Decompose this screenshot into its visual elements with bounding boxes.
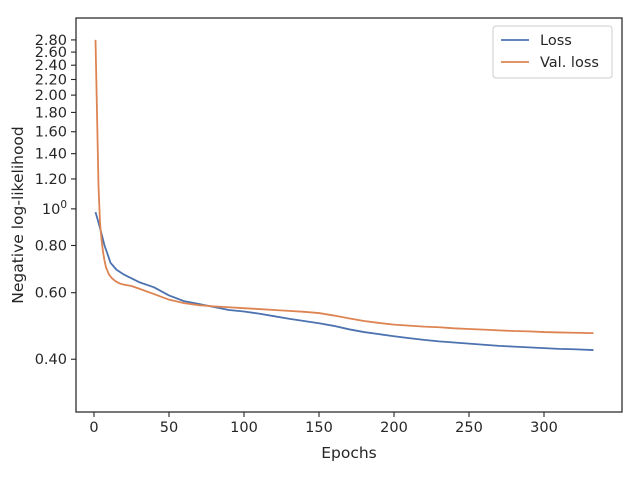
series-line-0 (94, 211, 594, 351)
legend: Loss Val. loss (492, 25, 613, 79)
y-tick-label: 0.60 (35, 286, 67, 302)
y-tick-label-exponent: 0 (60, 199, 67, 211)
legend-label-1: Val. loss (540, 55, 599, 71)
x-tick-label: 200 (380, 420, 408, 436)
y-axis-ticks: 0.400.600.801001.201.401.601.802.002.202… (35, 33, 76, 368)
y-tick-label: 1.40 (35, 147, 67, 163)
x-tick-label: 250 (455, 420, 483, 436)
x-axis-ticks: 0 50 100 150 200 250 300 (89, 412, 558, 436)
y-tick-label: 100 (42, 199, 67, 218)
x-tick-label: 100 (230, 420, 258, 436)
x-tick-label: 150 (305, 420, 333, 436)
y-tick-label-base: 10 (42, 202, 60, 218)
series-layer (94, 39, 594, 351)
legend-label-0: Loss (540, 33, 572, 49)
y-axis-label: Negative log-likelihood (9, 126, 27, 304)
y-tick-label: 2.60 (35, 45, 67, 61)
y-tick-label: 1.60 (35, 125, 67, 141)
y-tick-label: 2.80 (35, 33, 67, 49)
legend-box (492, 25, 613, 79)
plot-area-frame (75, 17, 623, 413)
y-tick-label: 1.20 (35, 172, 67, 188)
y-tick-label: 0.40 (35, 352, 67, 368)
y-tick-label: 2.20 (35, 72, 67, 88)
y-tick-label: 2.40 (35, 58, 67, 74)
x-tick-label: 0 (89, 420, 98, 436)
x-tick-label: 300 (530, 420, 558, 436)
y-tick-label: 1.80 (35, 105, 67, 121)
series-line-1 (94, 39, 594, 335)
x-tick-label: 50 (160, 420, 178, 436)
y-tick-label: 2.00 (35, 88, 67, 104)
x-axis-label: Epochs (321, 444, 377, 462)
y-tick-label: 0.80 (35, 238, 67, 254)
